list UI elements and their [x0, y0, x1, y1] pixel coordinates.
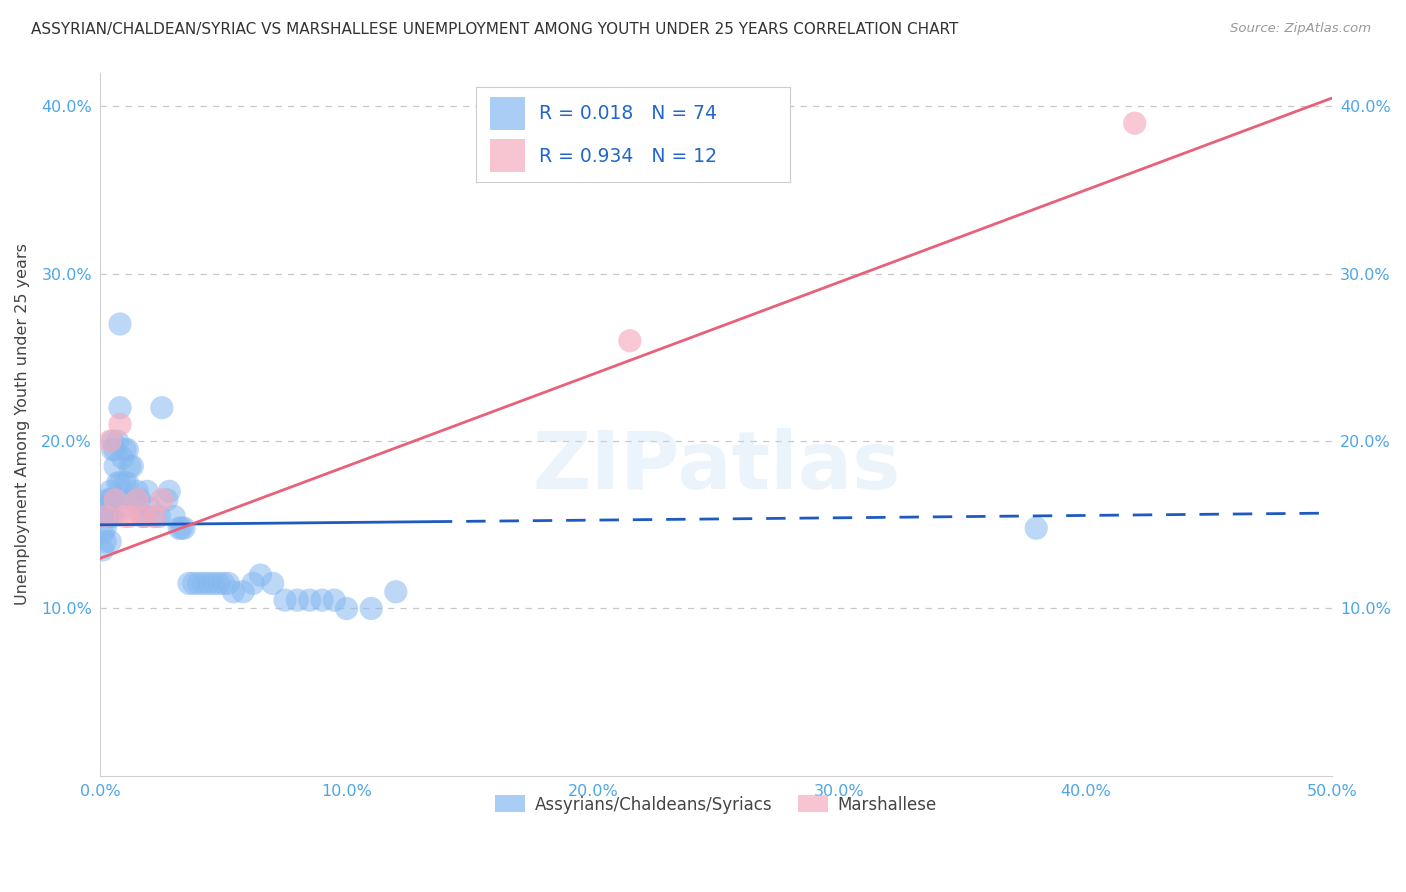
Y-axis label: Unemployment Among Youth under 25 years: Unemployment Among Youth under 25 years	[15, 244, 30, 606]
Point	[98, 534, 121, 549]
Point	[138, 501, 160, 516]
Point	[108, 417, 131, 432]
Point	[232, 584, 254, 599]
Point	[187, 576, 209, 591]
Point	[262, 576, 284, 591]
Point	[131, 509, 153, 524]
Point	[121, 459, 143, 474]
Point	[104, 492, 127, 507]
Point	[148, 509, 170, 524]
Point	[134, 509, 156, 524]
Point	[94, 501, 117, 516]
Point	[97, 492, 120, 507]
Point	[128, 492, 150, 507]
Point	[170, 521, 193, 535]
Point	[193, 576, 215, 591]
Point	[323, 593, 346, 607]
Point	[242, 576, 264, 591]
Point	[108, 475, 131, 490]
Point	[94, 534, 117, 549]
Point	[107, 475, 129, 490]
Point	[101, 434, 124, 449]
Point	[619, 334, 641, 348]
Point	[360, 601, 382, 615]
Point	[98, 434, 121, 449]
Point	[156, 492, 179, 507]
Point	[118, 459, 141, 474]
Point	[91, 526, 114, 541]
Point	[97, 501, 120, 516]
Point	[202, 576, 225, 591]
Point	[197, 576, 219, 591]
Point	[127, 484, 149, 499]
Point	[104, 442, 127, 457]
Point	[207, 576, 229, 591]
Point	[183, 576, 205, 591]
Point	[136, 484, 159, 499]
Point	[97, 509, 120, 524]
Point	[163, 509, 186, 524]
Point	[298, 593, 321, 607]
Point	[157, 484, 180, 499]
Point	[385, 584, 408, 599]
Point	[222, 584, 245, 599]
Point	[124, 492, 146, 507]
Point	[150, 492, 173, 507]
Point	[118, 509, 141, 524]
Point	[108, 317, 131, 331]
Point	[101, 442, 124, 457]
Point	[167, 521, 190, 535]
Point	[217, 576, 239, 591]
Text: Source: ZipAtlas.com: Source: ZipAtlas.com	[1230, 22, 1371, 36]
Point	[249, 568, 271, 582]
Point	[274, 593, 297, 607]
Point	[177, 576, 200, 591]
Text: ASSYRIAN/CHALDEAN/SYRIAC VS MARSHALLESE UNEMPLOYMENT AMONG YOUTH UNDER 25 YEARS : ASSYRIAN/CHALDEAN/SYRIAC VS MARSHALLESE …	[31, 22, 959, 37]
Point	[143, 509, 166, 524]
Point	[114, 509, 136, 524]
Point	[107, 434, 129, 449]
Point	[134, 509, 156, 524]
Point	[285, 593, 308, 607]
Point	[127, 492, 149, 507]
Point	[94, 509, 117, 524]
Point	[173, 521, 195, 535]
Point	[1123, 116, 1146, 130]
Point	[101, 509, 124, 524]
Point	[91, 509, 114, 524]
Point	[150, 401, 173, 415]
Point	[98, 492, 121, 507]
Point	[114, 475, 136, 490]
Point	[1025, 521, 1047, 535]
Point	[311, 593, 333, 607]
Point	[212, 576, 235, 591]
Text: ZIPatlas: ZIPatlas	[531, 427, 900, 506]
Legend: Assyrians/Chaldeans/Syriacs, Marshallese: Assyrians/Chaldeans/Syriacs, Marshallese	[488, 789, 943, 821]
Point	[108, 401, 131, 415]
Point	[98, 509, 121, 524]
Point	[336, 601, 359, 615]
Point	[94, 509, 117, 524]
Point	[98, 484, 121, 499]
Point	[114, 442, 136, 457]
Point	[104, 492, 127, 507]
Point	[94, 521, 117, 535]
Point	[111, 450, 134, 465]
Point	[111, 501, 134, 516]
Point	[117, 475, 139, 490]
Point	[101, 492, 124, 507]
Point	[104, 459, 127, 474]
Point	[143, 509, 166, 524]
Point	[121, 492, 143, 507]
Point	[91, 543, 114, 558]
Point	[117, 442, 139, 457]
